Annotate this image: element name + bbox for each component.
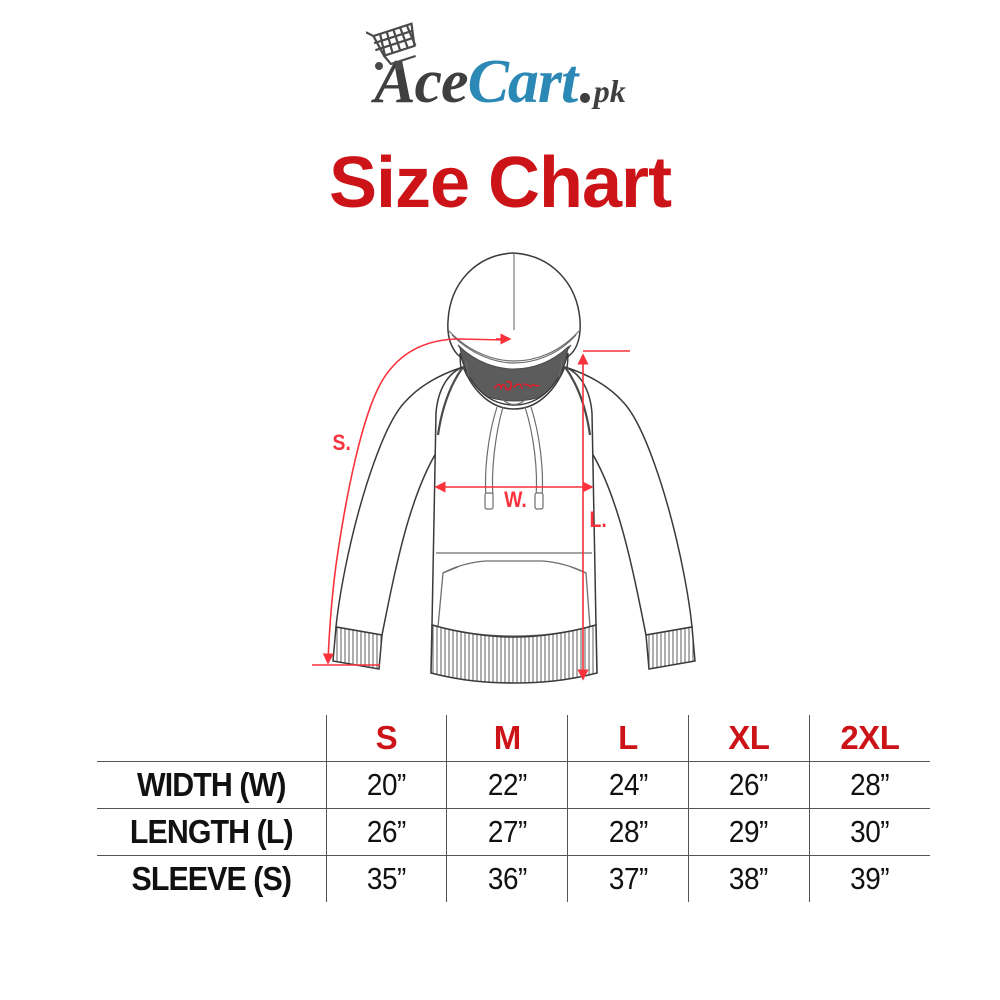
header-size-m: M (446, 715, 568, 762)
cell-length-xl: 29” (693, 808, 804, 856)
size-chart-table: S M L XL 2XL WIDTH (W) 20” 22” 24” 26” 2… (97, 715, 930, 902)
cell-sleeve-xl: 38” (693, 855, 804, 902)
brand-logo: Ace Cart . pk (0, 22, 1000, 120)
kangaroo-pocket (437, 560, 591, 637)
collar-brand-script (494, 380, 540, 391)
sleeve-measure-label: S. (333, 431, 351, 455)
row-label-length: LENGTH (L) (106, 808, 317, 856)
hoodie-sleeves (335, 366, 693, 636)
cell-width-xl: 26” (693, 761, 804, 809)
cell-sleeve-2xl: 39” (814, 855, 924, 902)
table-header-row: S M L XL 2XL (97, 715, 930, 762)
brand-name-cart: Cart (467, 48, 579, 116)
brand-separator-dot: . (577, 48, 593, 116)
cell-width-l: 24” (573, 761, 683, 809)
cell-width-2xl: 28” (814, 761, 924, 809)
cell-sleeve-s: 35” (331, 855, 441, 902)
sleeve-measure-line (322, 338, 506, 665)
measurement-annotations (312, 333, 630, 681)
header-size-s: S (325, 715, 447, 762)
cell-length-2xl: 30” (814, 808, 924, 856)
header-size-2xl: 2XL (808, 715, 930, 762)
ribbed-cuffs (332, 626, 696, 670)
length-measure-label: L. (590, 508, 607, 532)
shopping-cart-icon (365, 21, 430, 73)
cell-sleeve-l: 37” (573, 855, 683, 902)
cell-length-l: 28” (573, 808, 683, 856)
row-label-sleeve: SLEEVE (S) (106, 855, 317, 902)
brand-tld: pk (593, 73, 626, 109)
cell-length-s: 26” (331, 808, 441, 856)
row-label-width: WIDTH (W) (106, 761, 317, 809)
header-size-l: L (567, 715, 689, 762)
header-corner-blank (97, 715, 326, 762)
cell-length-m: 27” (452, 808, 562, 856)
cell-sleeve-m: 36” (452, 855, 562, 902)
table-row-width: WIDTH (W) 20” 22” 24” 26” 28” (97, 761, 930, 809)
table-row-sleeve: SLEEVE (S) 35” 36” 37” 38” 39” (97, 855, 930, 902)
cell-width-s: 20” (331, 761, 441, 809)
page-title: Size Chart (328, 143, 672, 223)
hoodie-technical-drawing: S. W. L. (300, 235, 720, 705)
header-size-xl: XL (687, 715, 810, 762)
width-measure-label: W. (504, 488, 527, 512)
cell-width-m: 22” (452, 761, 562, 809)
table-row-length: LENGTH (L) 26” 27” 28” 29” 30” (97, 808, 930, 856)
ribbed-hem (430, 623, 598, 684)
